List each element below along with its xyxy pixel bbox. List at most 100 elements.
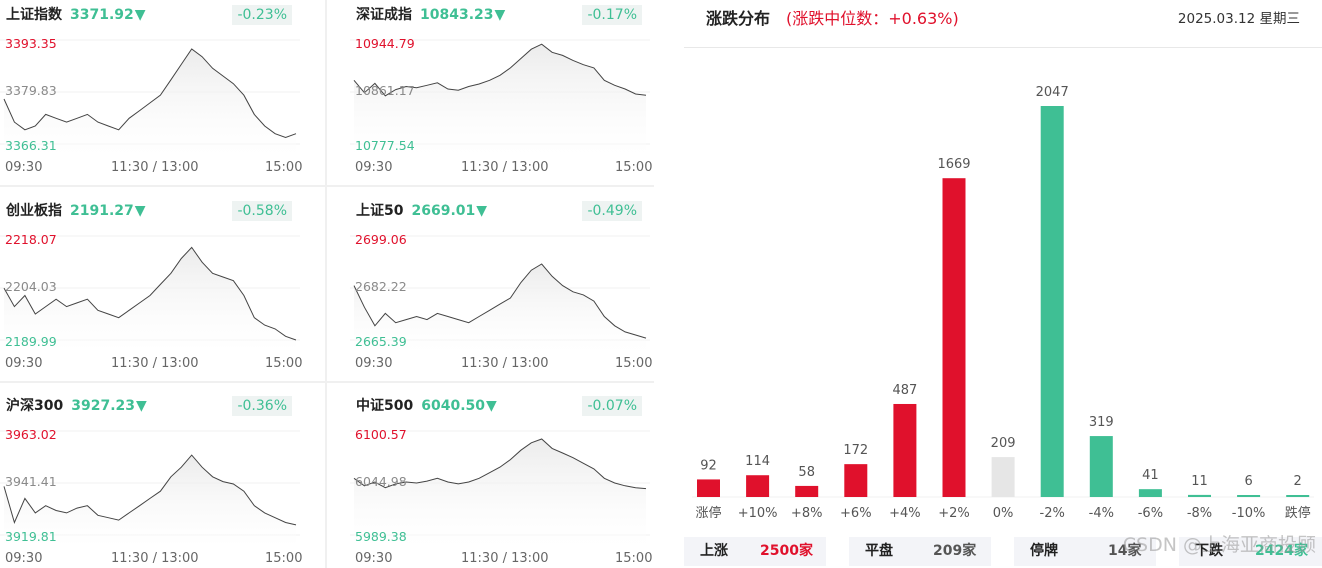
- bar-value-label: 58: [798, 465, 815, 480]
- bar-value-label: 6: [1244, 474, 1252, 489]
- index-card: 上证50 2669.01▼ -0.49% 2699.06 2682.22 2665.39 0…: [350, 196, 652, 382]
- high-label: 2218.07: [5, 232, 57, 247]
- index-value: 2191.27: [70, 203, 134, 219]
- time-end: 15:00: [615, 551, 653, 566]
- bar: [942, 178, 966, 497]
- low-label: 10777.54: [355, 138, 415, 153]
- bar: [844, 464, 868, 497]
- mid-label: 3379.83: [5, 83, 57, 98]
- index-value: 6040.50: [421, 398, 485, 414]
- category-label: +4%: [889, 506, 921, 521]
- index-header: 深证成指 10843.23▼ -0.17%: [356, 4, 648, 26]
- stat-value: 2500家: [760, 543, 813, 559]
- index-panels: 上证指数 3371.92▼ -0.23% 3393.35 3379.83 3366.31 0…: [0, 0, 654, 568]
- mid-label: 10861.17: [355, 83, 415, 98]
- index-header: 上证50 2669.01▼ -0.49%: [356, 200, 648, 222]
- down-arrow-icon: ▼: [134, 7, 146, 23]
- index-name: 深证成指: [356, 7, 412, 23]
- bar-value-label: 114: [745, 454, 770, 469]
- down-arrow-icon: ▼: [494, 7, 506, 23]
- stat-value: 14家: [1108, 543, 1142, 559]
- index-value: 10843.23: [420, 7, 494, 23]
- index-name: 中证500: [356, 398, 414, 414]
- index-card: 中证500 6040.50▼ -0.07% 6100.57 6044.98 5989.38…: [350, 391, 652, 568]
- time-start: 09:30: [5, 160, 43, 175]
- category-label: -2%: [1040, 506, 1065, 521]
- index-change: -0.17%: [582, 5, 642, 25]
- category-label: +8%: [791, 506, 823, 521]
- category-label: 跌停: [1285, 505, 1311, 521]
- intraday-chart: [350, 235, 650, 354]
- stat-label: 停牌: [1030, 543, 1058, 559]
- time-start: 09:30: [5, 551, 43, 566]
- bar: [1237, 495, 1261, 497]
- index-change: -0.58%: [232, 201, 292, 221]
- distribution-panel: 涨跌分布 (涨跌中位数：+0.63%) 2025.03.12 星期三 92 涨停 1…: [684, 0, 1322, 568]
- time-mid: 11:30 / 13:00: [461, 160, 549, 175]
- stat-suspended: 停牌 14家: [1014, 537, 1156, 566]
- time-end: 15:00: [265, 356, 303, 371]
- category-label: +6%: [840, 506, 872, 521]
- bar-value-label: 1669: [937, 157, 970, 172]
- index-header: 创业板指 2191.27▼ -0.58%: [6, 200, 298, 222]
- bar-value-label: 2047: [1036, 85, 1069, 100]
- time-end: 15:00: [265, 551, 303, 566]
- bar-value-label: 2: [1294, 474, 1302, 489]
- index-card: 上证指数 3371.92▼ -0.23% 3393.35 3379.83 3366.31 0…: [0, 0, 302, 186]
- mid-label: 6044.98: [355, 474, 407, 489]
- time-mid: 11:30 / 13:00: [111, 356, 199, 371]
- price-line: [353, 438, 647, 490]
- median-change: (涨跌中位数：+0.63%): [786, 9, 959, 28]
- bar: [1089, 436, 1113, 497]
- index-name: 沪深300: [6, 398, 64, 414]
- stat-flat: 平盘 209家: [849, 537, 991, 566]
- category-label: -10%: [1232, 506, 1266, 521]
- bar-value-label: 92: [700, 458, 717, 473]
- index-name: 上证指数: [6, 7, 62, 23]
- stat-falling: 下跌 2424家: [1179, 537, 1322, 566]
- bar: [746, 475, 770, 497]
- intraday-chart: [0, 39, 300, 158]
- stat-label: 上涨: [700, 543, 728, 559]
- category-label: -8%: [1187, 506, 1212, 521]
- low-label: 5989.38: [355, 529, 407, 544]
- bar-value-label: 209: [991, 436, 1016, 451]
- index-card: 深证成指 10843.23▼ -0.17% 10944.79 10861.17 10777…: [350, 0, 652, 186]
- mid-label: 3941.41: [5, 474, 57, 489]
- header-divider: [684, 47, 1322, 48]
- low-label: 2665.39: [355, 334, 407, 349]
- row-divider: [0, 185, 654, 187]
- bar: [795, 485, 819, 497]
- bar-value-label: 41: [1142, 468, 1159, 483]
- intraday-chart: [0, 235, 300, 354]
- bar: [697, 479, 720, 497]
- stat-label: 下跌: [1195, 543, 1223, 559]
- high-label: 3393.35: [5, 36, 57, 51]
- price-area: [354, 44, 646, 158]
- price-line: [3, 246, 297, 341]
- category-label: 0%: [993, 506, 1014, 521]
- low-label: 3366.31: [5, 138, 57, 153]
- category-label: +2%: [938, 506, 970, 521]
- index-value: 2669.01: [411, 203, 476, 219]
- down-arrow-icon: ▼: [134, 203, 146, 219]
- down-arrow-icon: ▼: [136, 398, 147, 414]
- bar: [1286, 495, 1310, 497]
- down-arrow-icon: ▼: [486, 398, 497, 414]
- bar: [1138, 489, 1162, 497]
- price-line: [353, 263, 647, 339]
- category-label: -6%: [1138, 506, 1163, 521]
- high-label: 2699.06: [355, 232, 407, 247]
- distribution-title: 涨跌分布: [706, 9, 771, 28]
- index-header: 沪深300 3927.23▼ -0.36%: [6, 395, 298, 417]
- price-line: [3, 454, 297, 526]
- trading-date: 2025.03.12 星期三: [1177, 11, 1300, 27]
- bar: [893, 403, 917, 497]
- time-mid: 11:30 / 13:00: [461, 551, 549, 566]
- time-mid: 11:30 / 13:00: [461, 356, 549, 371]
- index-change: -0.49%: [582, 201, 642, 221]
- index-header: 中证500 6040.50▼ -0.07%: [356, 395, 648, 417]
- index-change: -0.23%: [232, 5, 292, 25]
- index-card: 沪深300 3927.23▼ -0.36% 3963.02 3941.41 3919.81…: [0, 391, 302, 568]
- index-value: 3371.92: [70, 7, 134, 23]
